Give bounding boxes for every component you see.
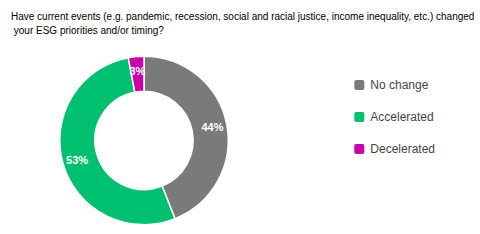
svg-text:Decelerated: Decelerated (370, 142, 435, 156)
svg-text:No change: No change (370, 78, 428, 92)
svg-text:your ESG priorities and/or tim: your ESG priorities and/or timing? (11, 25, 164, 36)
svg-text:Accelerated: Accelerated (370, 110, 433, 124)
svg-text:44%: 44% (201, 121, 223, 133)
svg-text:Have current events (e.g. pand: Have current events (e.g. pandemic, rece… (11, 11, 474, 22)
svg-text:53%: 53% (66, 154, 88, 166)
svg-text:3%: 3% (129, 65, 145, 77)
